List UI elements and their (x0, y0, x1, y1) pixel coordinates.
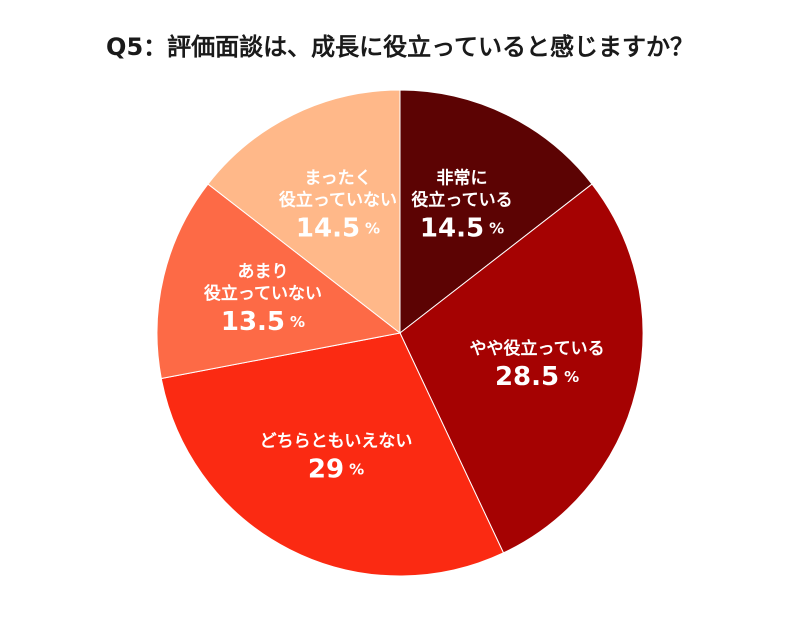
value-unit: % (290, 313, 305, 331)
pie-slice (207, 89, 401, 335)
slice-label: まったく役立っていない (279, 168, 397, 210)
pie-slice (399, 183, 644, 554)
value-label: 14.5% (420, 213, 504, 243)
slice-label-line: あまり (237, 262, 288, 282)
slice-label: どちらともいえない (260, 432, 413, 452)
value-label: 29% (308, 454, 364, 484)
value-unit: % (564, 367, 579, 385)
value-number: 14.5 (420, 213, 484, 243)
value-unit: % (349, 460, 364, 478)
slice-label: やや役立っている (469, 338, 604, 359)
slice-label-line: やや役立っている (469, 338, 604, 359)
value-label: 14.5% (296, 213, 380, 243)
slice-label-line: 役立っていない (279, 189, 397, 210)
slice-label-line: 役立っている (411, 189, 512, 210)
slice-label-line: まったく (304, 168, 371, 188)
slice-label: 非常に役立っている (411, 167, 512, 210)
value-unit: % (365, 219, 380, 237)
value-number: 13.5 (221, 307, 285, 337)
value-number: 28.5 (495, 361, 559, 391)
value-number: 14.5 (296, 213, 360, 243)
value-label: 13.5% (221, 307, 305, 337)
slice-label: あまり役立っていない (204, 262, 322, 304)
pie-slice (160, 332, 505, 577)
value-unit: % (489, 219, 504, 237)
pie-slice (399, 89, 593, 335)
pie-slice (156, 183, 402, 380)
slice-label-line: どちらともいえない (260, 432, 413, 452)
value-number: 29 (308, 454, 344, 484)
chart-title: Q5：評価面談は、成長に役立っていると感じますか？ (106, 33, 694, 61)
slice-label-line: 役立っていない (204, 283, 322, 304)
slice-label-line: 非常に (437, 167, 488, 188)
value-label: 28.5% (495, 361, 579, 391)
